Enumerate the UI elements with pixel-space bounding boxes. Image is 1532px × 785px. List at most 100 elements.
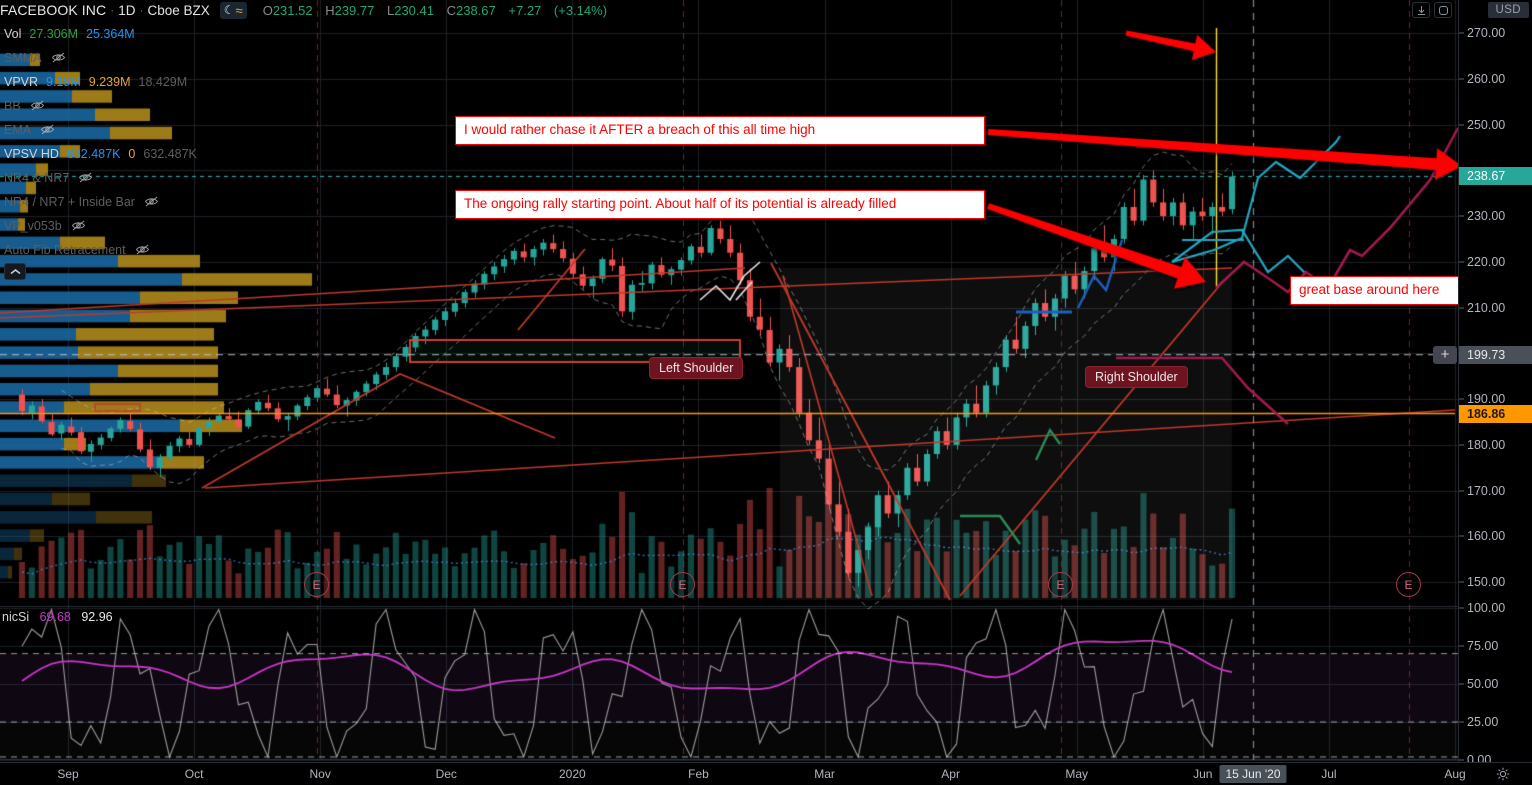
- legend-item-label: NR4 & NR7: [4, 171, 70, 185]
- crosshair-date-label: 15 Jun '20: [1219, 765, 1287, 783]
- price-tick: 160.00: [1467, 529, 1506, 544]
- legend-value: 632.487K: [143, 147, 197, 161]
- chevron-up-icon: [10, 268, 20, 274]
- legend-item-vpsv-hd[interactable]: VPSV HD 632.487K 0 632.487K: [4, 142, 197, 166]
- subchart-legend[interactable]: nicSi 69.68 92.96: [2, 610, 113, 624]
- fullscreen-icon[interactable]: [1434, 2, 1452, 18]
- legend-item-label: NR4 / NR7 + Inside Bar: [4, 195, 135, 209]
- legend-item-vp-v053b[interactable]: VP_v053b: [4, 214, 197, 238]
- subchart-tick-mark: [1459, 645, 1464, 647]
- time-tick: Nov: [309, 767, 331, 781]
- subchart-price-tick: 75.00: [1467, 639, 1499, 653]
- legend-value: 25.364M: [86, 27, 135, 41]
- hide-indicator-icon[interactable]: [30, 99, 45, 114]
- price-tick: 270.00: [1467, 26, 1506, 41]
- note-all-time-high[interactable]: I would rather chase it AFTER a breach o…: [455, 116, 985, 145]
- price-tick-mark: [1459, 535, 1464, 537]
- price-tick-mark: [1459, 444, 1464, 446]
- price-tick: 220.00: [1467, 254, 1506, 269]
- price-tick-mark: [1459, 78, 1464, 80]
- subchart-price-tick: 50.00: [1467, 677, 1499, 691]
- chart-toolbar[interactable]: [1412, 2, 1452, 18]
- price-tick: 210.00: [1467, 300, 1506, 315]
- hidden-eye-icon: [135, 244, 149, 254]
- ohlc-o-value: 231.52: [272, 2, 313, 18]
- legend-value: 18.429M: [138, 75, 188, 89]
- time-tick: Mar: [814, 767, 835, 781]
- time-tick: Jul: [1321, 767, 1337, 781]
- legend-item-label: BB: [4, 99, 21, 113]
- ohlc-o-label: O: [262, 2, 273, 18]
- ohlc-c-value: 238.67: [456, 2, 496, 18]
- ohlc-change: +7.27: [508, 2, 542, 18]
- hide-indicator-icon[interactable]: [71, 219, 86, 234]
- hidden-eye-icon: [51, 52, 65, 62]
- price-tick: 170.00: [1467, 483, 1506, 498]
- legend-value: 27.306M: [29, 27, 79, 41]
- legend-item-smma[interactable]: SMMA: [4, 46, 197, 70]
- ohlc-l-label: L: [386, 2, 395, 18]
- price-tick-mark: [1459, 398, 1464, 400]
- hide-indicator-icon[interactable]: [144, 195, 159, 210]
- price-axis[interactable]: USD 270.00 260.00 250.00 230.00 220.00 210.00…: [1433, 0, 1532, 767]
- subchart-tick-mark: [1459, 721, 1464, 723]
- price-tick: 190.00: [1467, 392, 1506, 407]
- legend-item-label: SMMA: [4, 51, 42, 65]
- session-badges[interactable]: ☾ ≈: [219, 1, 247, 19]
- orange-level-badge[interactable]: 186.86: [1459, 404, 1532, 423]
- time-tick: Oct: [184, 767, 204, 781]
- legend-item-nr4-nr7-inside-bar[interactable]: NR4 / NR7 + Inside Bar: [4, 190, 197, 214]
- price-tick: 180.00: [1467, 437, 1506, 452]
- price-tick-mark: [1459, 261, 1464, 263]
- legend-item-label: Vol: [4, 27, 22, 41]
- legend-item-ema[interactable]: EMA: [4, 118, 197, 142]
- legend-value: 9.239M: [88, 75, 131, 89]
- time-axis[interactable]: Sep Oct Nov Dec 2020 Feb Mar Apr May Jun Jul Aug 15 …: [0, 762, 1532, 785]
- subchart-value-2: 92.96: [81, 610, 113, 624]
- header-sep-1: ·: [110, 3, 115, 17]
- hide-indicator-icon[interactable]: [40, 123, 55, 138]
- note-great-base[interactable]: great base around here: [1290, 276, 1460, 305]
- hide-indicator-icon[interactable]: [78, 171, 93, 186]
- ohlc-h-value: 239.77: [334, 2, 375, 18]
- note-rally-start[interactable]: The ongoing rally starting point. About …: [455, 190, 985, 219]
- legend-item-label: EMA: [4, 123, 32, 137]
- legend-value: 9.19M: [46, 75, 81, 89]
- resolution-label[interactable]: 1D: [118, 2, 136, 18]
- indicator-legend[interactable]: Vol 27.306M 25.364M SMMA VPVR 9.19M 9.239M 18.4…: [4, 22, 197, 262]
- support-level-badge[interactable]: 199.73 +: [1433, 345, 1532, 364]
- symbol-header: FACEBOOK INC · 1D · Cboe BZX ☾ ≈ O231.52…: [0, 0, 1532, 20]
- subchart-price-tick: 100.00: [1467, 601, 1506, 615]
- legend-item-vol[interactable]: Vol 27.306M 25.364M: [4, 22, 197, 46]
- tag-right-shoulder[interactable]: Right Shoulder: [1085, 366, 1188, 388]
- subchart-tick-mark: [1459, 759, 1464, 761]
- exchange-label[interactable]: Cboe BZX: [147, 2, 210, 18]
- symbol-name[interactable]: FACEBOOK INC: [0, 2, 107, 18]
- gear-icon[interactable]: [1496, 767, 1510, 784]
- collapse-legend-button[interactable]: [4, 263, 26, 280]
- price-tick: 150.00: [1467, 575, 1506, 590]
- hide-indicator-icon[interactable]: [51, 51, 66, 66]
- hide-indicator-icon[interactable]: [135, 243, 150, 258]
- time-tick: May: [1065, 767, 1089, 781]
- legend-item-label: Auto Fib Retracement: [4, 243, 126, 257]
- price-tick-mark: [1459, 124, 1464, 126]
- price-tick: 250.00: [1467, 117, 1506, 132]
- legend-value: 0: [128, 147, 136, 161]
- legend-item-nr4-nr7[interactable]: NR4 & NR7: [4, 166, 197, 190]
- subchart-value-1: 69.68: [39, 610, 71, 624]
- legend-item-bb[interactable]: BB: [4, 94, 197, 118]
- add-order-button[interactable]: +: [1433, 345, 1457, 364]
- last-price-badge[interactable]: 238.67: [1459, 167, 1532, 186]
- subchart-tick-mark: [1459, 683, 1464, 685]
- time-tick: Jun: [1193, 767, 1213, 781]
- time-tick: Apr: [941, 767, 960, 781]
- currency-badge: USD: [1487, 2, 1529, 18]
- legend-item-vpvr[interactable]: VPVR 9.19M 9.239M 18.429M: [4, 70, 197, 94]
- price-tick-mark: [1459, 581, 1464, 583]
- legend-item-auto-fib-retracement[interactable]: Auto Fib Retracement: [4, 238, 197, 262]
- tag-left-shoulder[interactable]: Left Shoulder: [649, 357, 744, 379]
- subchart-price-tick: 25.00: [1467, 715, 1499, 729]
- download-icon[interactable]: [1412, 2, 1430, 18]
- hidden-eye-icon: [79, 172, 93, 182]
